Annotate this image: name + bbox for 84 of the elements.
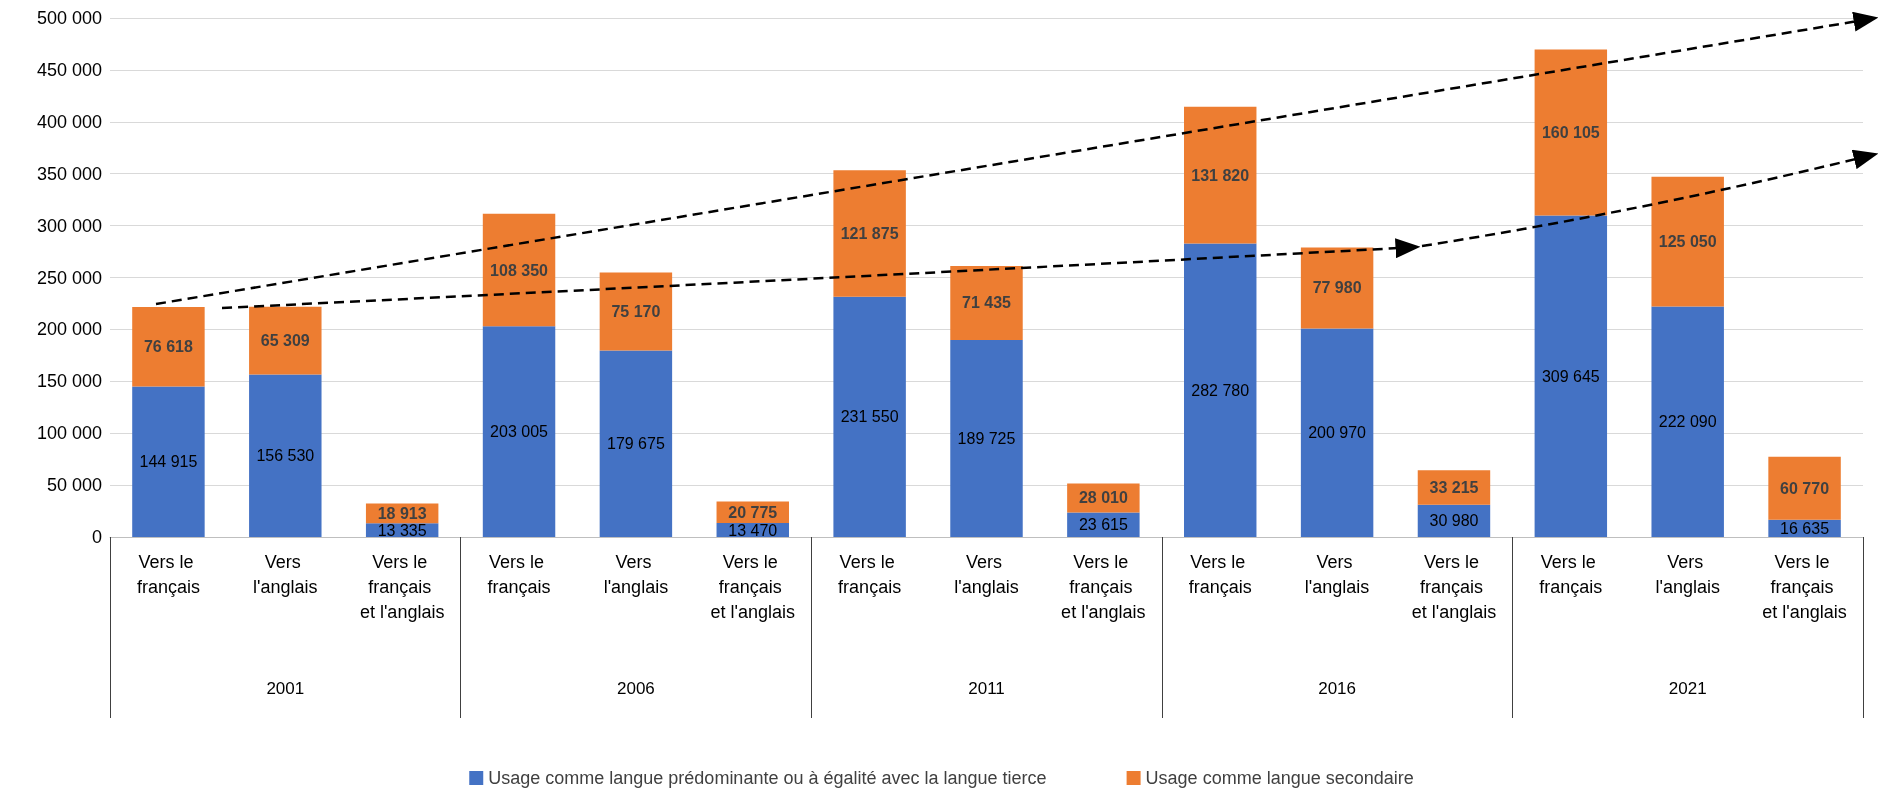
bar [950,265,1023,341]
text: 2016 [1318,679,1357,698]
data-label: 77 980 [1312,279,1362,297]
bar [1534,49,1608,216]
data-label: 20 775 [728,503,778,521]
data-label: 28 010 [1078,489,1128,507]
data-label: 16 635 [1780,519,1830,537]
data-label: 108 350 [490,261,549,279]
data-label: 76 618 [143,338,193,356]
data-label: 131 820 [1191,166,1250,184]
x-tick-label: Vers le français [487,551,551,597]
data-label: 13 335 [377,521,427,539]
data-label: 30 980 [1429,512,1479,530]
data-label: 179 675 [606,435,665,453]
data-label: 60 770 [1780,479,1830,497]
bar [482,213,556,327]
x-tick-label: Vers le français et l'anglais [1762,551,1847,622]
bar [249,306,322,375]
bar [249,374,322,537]
data-label: 203 005 [490,423,549,441]
data-label: 189 725 [957,430,1016,448]
text: 2021 [1668,679,1707,698]
bar [1300,247,1374,329]
data-label: 282 780 [1191,381,1250,399]
x-tick-label: Vers le français [1539,551,1603,597]
y-tick-label: 300 000 [36,215,102,236]
y-tick-label: 450 000 [36,59,102,80]
bar [833,170,906,297]
y-tick-label: 100 000 [36,423,102,444]
data-label: 160 105 [1541,123,1600,141]
data-label: 200 970 [1308,424,1367,442]
x-tick-label: Vers le français [1188,551,1252,597]
bar [132,386,205,537]
x-tick-label: Vers le français et l'anglais [1411,551,1497,622]
data-label: 71 435 [962,294,1012,312]
data-label: 156 530 [256,447,315,465]
text: 2001 [266,679,305,698]
data-label: 144 915 [139,453,198,471]
text: 2011 [968,679,1005,698]
bar [1184,106,1257,244]
bar [1651,306,1724,537]
bar [1184,243,1257,537]
x-tick-label: Vers l'anglais [954,551,1019,597]
x-tick-label: Vers l'anglais [1655,551,1720,597]
x-tick-label: Vers l'anglais [253,551,318,597]
data-label: 222 090 [1658,413,1717,431]
data-label: 18 913 [377,504,427,522]
x-tick-label: Vers l'anglais [1304,551,1370,597]
bar [132,307,205,387]
data-label: 13 470 [728,521,778,539]
y-tick-label: 200 000 [36,319,102,340]
y-tick-label: 150 000 [36,371,102,392]
x-tick-label: Vers l'anglais [603,551,669,597]
data-label: 121 875 [840,224,899,242]
bar [1534,215,1608,537]
bar [482,326,556,537]
y-tick-label: 50 000 [46,475,102,496]
x-tick-label: Vers le français et l'anglais [1061,551,1146,622]
y-tick-label: 250 000 [36,267,102,288]
y-tick-label: 350 000 [36,163,102,184]
x-tick-label: Vers le français et l'anglais [710,551,796,622]
text: 2006 [616,679,655,698]
y-tick-label: 400 000 [36,111,102,132]
legend-label: Usage comme langue prédominante ou à égalité avec la langue tierce [488,768,1047,788]
bar [833,296,906,537]
bar [950,340,1023,537]
data-label: 309 645 [1541,367,1600,385]
data-label: 125 050 [1658,233,1717,251]
x-tick-label: Vers le français [136,551,200,597]
data-label: 23 615 [1078,516,1128,534]
bar [599,350,673,537]
bar [1300,328,1374,537]
y-tick-label: 0 [91,527,102,547]
y-tick-label: 500 000 [36,8,102,28]
bar [1651,176,1724,307]
bar [599,272,673,351]
data-label: 75 170 [611,302,661,320]
bar [1768,456,1841,520]
data-label: 65 309 [260,332,310,350]
data-label: 231 550 [840,408,899,426]
x-tick-label: Vers le français et l'anglais [359,551,445,622]
legend-label: Usage comme langue secondaire [1145,768,1414,788]
x-tick-label: Vers le français [838,551,902,597]
data-label: 33 215 [1429,479,1479,497]
